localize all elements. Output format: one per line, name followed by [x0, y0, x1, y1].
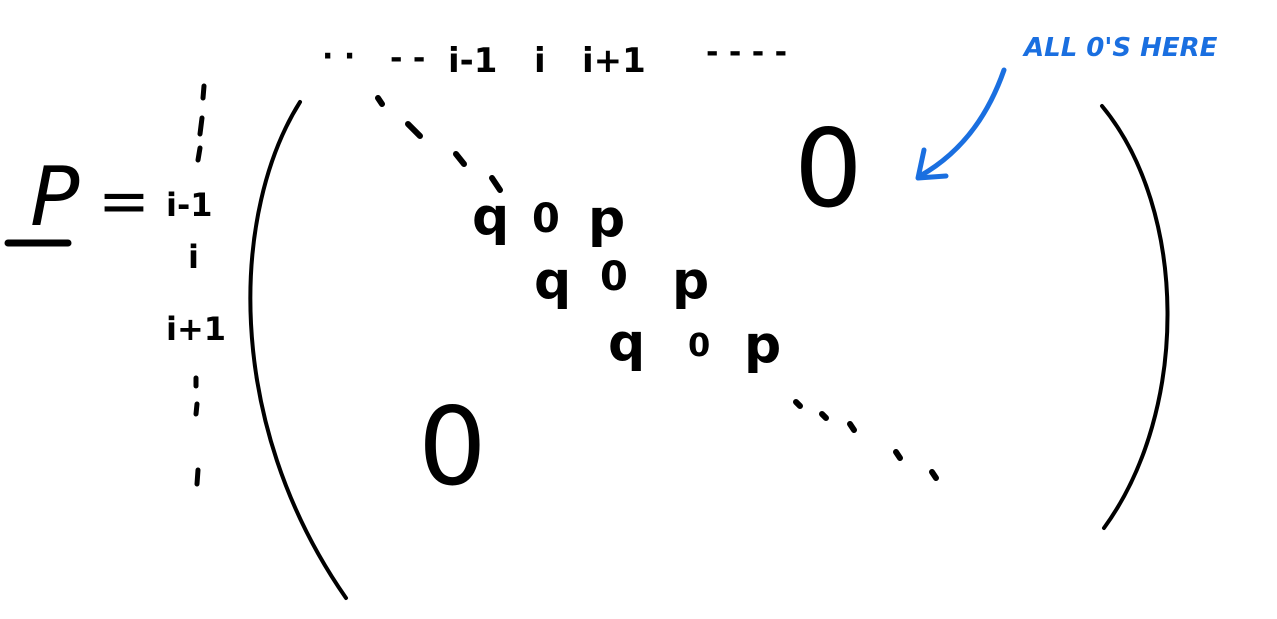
row-label-i-minus-1: i-1 [166, 186, 213, 224]
band-entry-p: p [672, 251, 709, 311]
annotation-arrowhead [915, 147, 949, 181]
right-bracket [1100, 104, 1170, 530]
row-label-i: i [188, 238, 199, 276]
left-bracket [248, 100, 348, 600]
column-label-i-plus-1: i+1 [582, 41, 646, 81]
column-header: · · - - i-1 i i+1 - - - - [322, 35, 787, 81]
equals-sign: = [98, 164, 150, 237]
band-entry-p: p [588, 189, 625, 249]
band-entry-q: q [472, 187, 509, 247]
annotation-text: ALL 0'S HERE [1022, 33, 1218, 63]
band-row-3: q 0 p [608, 313, 781, 375]
column-label-i: i [534, 41, 546, 81]
column-header-leading-dots: · · [322, 39, 355, 74]
diagonal-leading-dashes [375, 95, 503, 193]
matrix-name: P [30, 150, 80, 245]
annotation-arrow [917, 67, 1007, 179]
upper-zero-block: 0 [794, 107, 863, 232]
row-label-i-plus-1: i+1 [166, 310, 226, 348]
column-label-i-minus-1: i-1 [448, 41, 497, 81]
band-row-2: q 0 p [534, 251, 709, 311]
band-entry-zero: 0 [688, 326, 710, 364]
column-header-trailing-dashes: - - - - [706, 35, 787, 70]
band-row-1: q 0 p [472, 187, 625, 249]
column-header-prev-dashes: - - [390, 41, 425, 76]
band-entry-zero: 0 [600, 254, 628, 300]
band-entry-zero: 0 [532, 196, 560, 242]
band-entry-q: q [608, 313, 645, 373]
band-entry-q: q [534, 251, 571, 311]
diagonal-trailing-dots [793, 399, 939, 481]
band-entry-p: p [744, 315, 781, 375]
row-label-guide [193, 83, 207, 487]
lower-zero-block: 0 [418, 385, 487, 510]
